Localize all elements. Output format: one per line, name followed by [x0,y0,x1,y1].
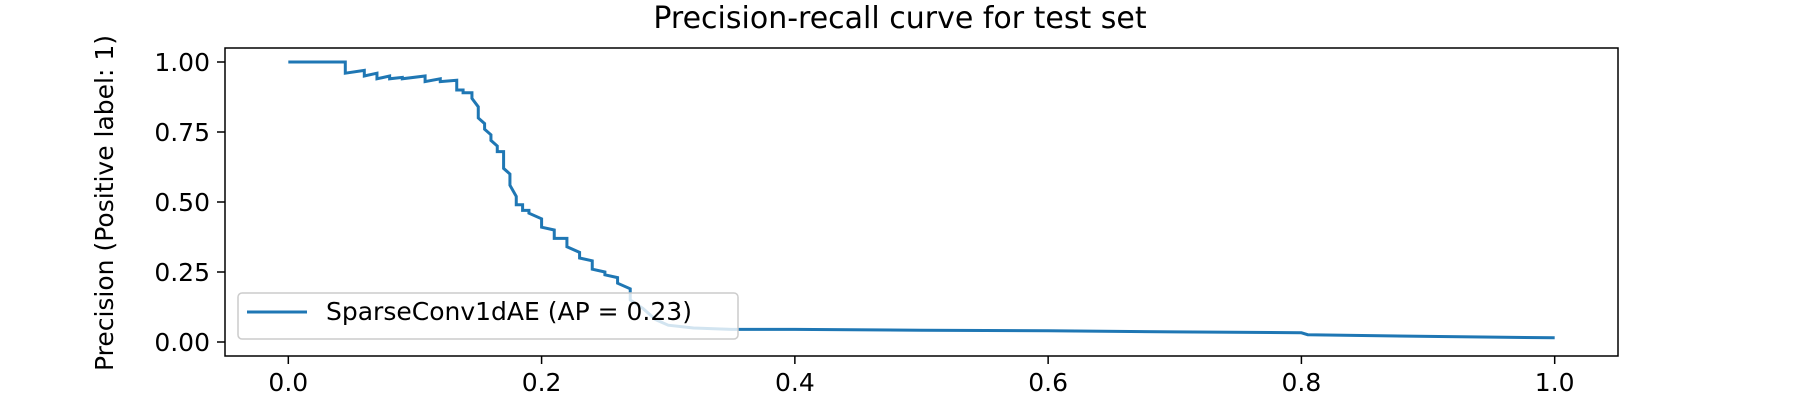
plot-area: 0.0 0.2 0.4 0.6 0.8 1.0 0.00 0.25 0.50 0.75 1.00 [154,47,1619,397]
x-tick-label: 0.0 [268,368,308,397]
x-tick-label: 0.4 [775,368,815,397]
y-tick-label: 0.00 [154,328,210,357]
x-tick-label: 0.6 [1028,368,1068,397]
y-tick-label: 0.25 [154,258,210,287]
x-tick-label: 0.2 [522,368,562,397]
x-tick-label: 1.0 [1535,368,1575,397]
chart-title: Precision-recall curve for test set [653,1,1147,36]
legend: SparseConv1dAE (AP = 0.23) [237,292,739,340]
legend-frame [237,292,739,340]
x-tick-label: 0.8 [1282,368,1322,397]
y-axis-label: Precision (Positive label: 1) [90,35,119,371]
legend-entry-label: SparseConv1dAE (AP = 0.23) [326,297,692,326]
y-tick-label: 0.75 [154,118,210,147]
y-tick-label: 1.00 [154,48,210,77]
y-tick-label: 0.50 [154,188,210,217]
